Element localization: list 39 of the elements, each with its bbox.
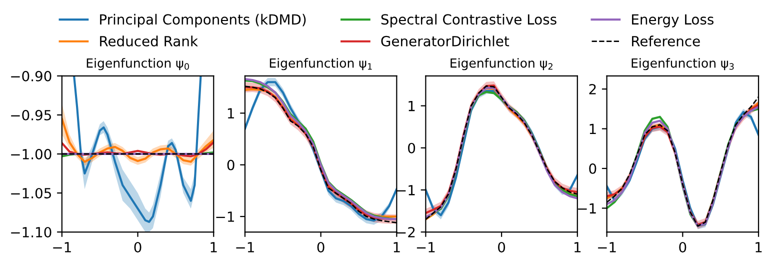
x-tick-label: 1 xyxy=(210,242,217,252)
line-series xyxy=(62,118,214,163)
y-tick-label: −1.10 xyxy=(11,226,52,238)
x-tick-label: 0 xyxy=(317,242,324,252)
y-tick-label: −1 xyxy=(578,203,596,214)
x-tick-label: 1 xyxy=(756,242,762,252)
chart-title: Eigenfunction ψ$_{3}$ xyxy=(632,58,734,70)
y-tick-label: −0.95 xyxy=(11,110,51,120)
x-tick-label: 0 xyxy=(679,242,686,252)
y-tick-label: 1 xyxy=(408,100,415,112)
legend-label: Reduced Rank xyxy=(100,36,198,46)
y-tick-label: 0 xyxy=(408,142,416,154)
y-tick-label: −1 xyxy=(216,212,234,222)
legend-label: GeneratorDirichlet xyxy=(381,36,510,46)
y-tick-label: 1 xyxy=(590,124,596,134)
chart-title: Eigenfunction ψ$_{2}$ xyxy=(450,58,552,70)
x-tick-label: −1 xyxy=(236,242,254,252)
y-tick-label: 0 xyxy=(227,160,234,170)
legend-label: Energy Loss xyxy=(632,14,714,28)
x-tick-label: 0 xyxy=(134,242,142,252)
y-tick-label: −2 xyxy=(396,226,415,238)
x-tick-label: −1 xyxy=(416,242,435,252)
y-tick-label: −0.90 xyxy=(11,70,52,82)
y-tick-label: −1.05 xyxy=(11,188,51,198)
legend-label: Spectral Contrastive Loss xyxy=(381,14,556,28)
y-tick-label: −1 xyxy=(396,185,415,196)
x-tick-label: −1 xyxy=(53,242,71,252)
x-tick-label: −1 xyxy=(598,242,616,252)
legend-label: Principal Components (kDMD) xyxy=(100,14,306,28)
x-tick-label: 0 xyxy=(498,242,506,252)
chart-title: Eigenfunction ψ$_{1}$ xyxy=(270,58,372,70)
x-tick-label: 1 xyxy=(574,242,581,252)
chart-title: Eigenfunction ψ$_{0}$ xyxy=(86,58,189,70)
y-tick-label: 2 xyxy=(589,84,596,94)
y-tick-label: 1 xyxy=(228,108,234,118)
y-tick-label: 0 xyxy=(589,163,596,174)
legend-label: Reference xyxy=(632,36,700,46)
y-tick-label: −1.00 xyxy=(11,148,52,160)
line-series xyxy=(62,141,214,158)
